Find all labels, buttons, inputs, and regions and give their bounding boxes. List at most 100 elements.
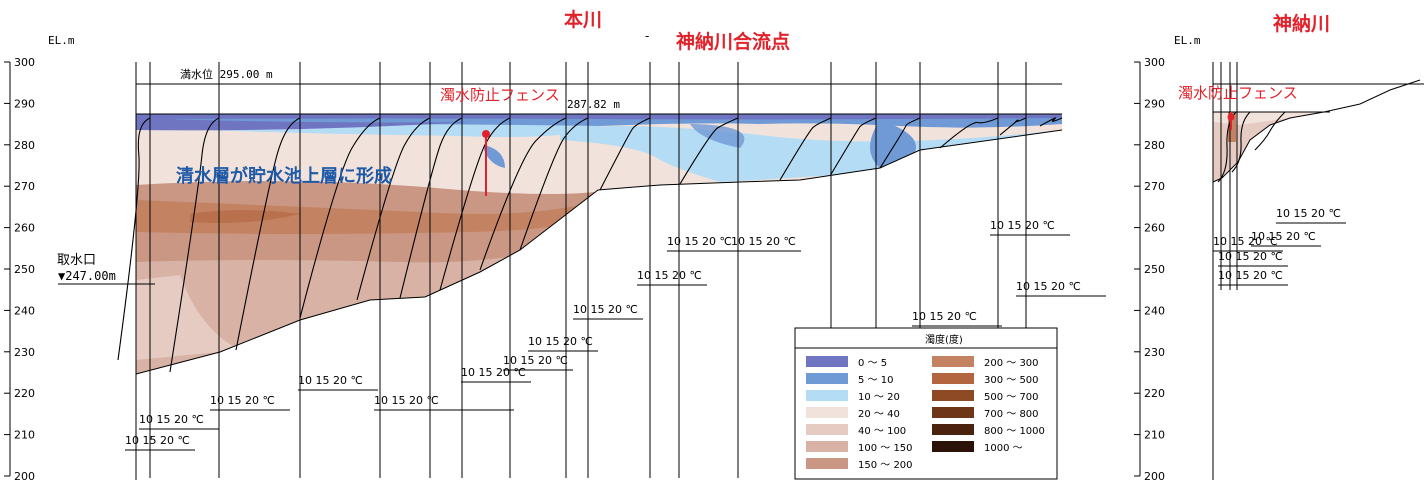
legend-item-label: 200 ～ 300 [984,358,1039,369]
temperature-scale-label: 10 15 20 ℃ [461,366,526,379]
legend-item-label: 1000 ～ [984,443,1023,454]
riverbed-profile [135,129,1063,375]
legend-swatch [806,424,848,435]
el-unit-label: EL.m [48,34,75,47]
temperature-profile-curve [439,117,511,291]
legend-item-label: 500 ～ 700 [984,392,1039,403]
temperature-scale-label: 10 15 20 ℃ [125,434,190,447]
legend-swatch [932,441,974,452]
temperature-profile-curve [1039,117,1063,127]
legend-item-label: 0 ～ 5 [858,358,887,369]
legend-item-label: 800 ～ 1000 [984,426,1045,437]
y-axis-ticks: 300 290 280 270 260 250 240 230 220 210 200 [4,56,35,483]
temperature-scale-label: 10 15 20 ℃ [210,394,275,407]
y-axis-tick-label: 300 [14,56,35,69]
legend-swatch [806,407,848,418]
legend-item-label: 10 ～ 20 [858,392,900,403]
temperature-profile-curve [999,117,1027,136]
turbidity-legend: 濁度(度) 0 ～ 5 5 ～ 10 10 ～ 20 20 ～ 40 40 ～ 100 1… [794,327,1058,480]
temperature-scale-label: 10 15 20 ℃ [912,310,977,323]
title-dash: - [645,29,649,43]
side-turbidity-fence-label: 濁水防止フェンス [1178,84,1298,102]
side-temperature-profile-curve [1254,111,1286,151]
temperature-profile-curve [117,117,151,361]
side-y-axis-tick-label: 230 [1144,346,1165,359]
legend-box [794,327,1058,480]
temperature-profile-curve [679,117,739,185]
legend-swatch [806,356,848,367]
turbidity-fence-label: 濁水防止フェンス [440,86,560,104]
temperature-scale-label: 10 15 20 ℃ [731,235,796,248]
temperature-scale-label: 10 15 20 ℃ [1218,250,1283,263]
side-y-axis-tick-label: 210 [1144,429,1165,442]
legend-swatch [806,373,848,384]
y-axis-tick-label: 280 [14,139,35,152]
side-y-axis-tick-label: 270 [1144,180,1165,193]
legend-title: 濁度(度) [925,333,963,346]
temperature-scale-label: 10 15 20 ℃ [637,269,702,282]
legend-item-label: 40 ～ 100 [858,426,906,437]
intake-level-label: ▼247.00m [58,269,116,283]
clear-layer-annotation: 清水層が貯水池上層に形成 [176,165,392,187]
temperature-scale-label: 10 15 20 ℃ [298,374,363,387]
side-y-axis-tick-label: 260 [1144,222,1165,235]
y-axis-tick-label: 240 [14,304,35,317]
legend-swatch [932,424,974,435]
legend-swatch [932,373,974,384]
legend-items: 0 ～ 5 5 ～ 10 10 ～ 20 20 ～ 40 40 ～ 100 100 ～ 1… [806,356,1045,471]
title-confluence: 神納川合流点 [676,30,790,53]
side-y-axis-tick-label: 240 [1144,304,1165,317]
legend-swatch [806,441,848,452]
y-axis-tick-label: 250 [14,263,35,276]
side-y-axis-tick-label: 280 [1144,139,1165,152]
legend-item-label: 5 ～ 10 [858,375,893,386]
current-water-level-label: 287.82 m [567,98,620,111]
legend-item-label: 100 ～ 150 [858,443,913,454]
side-y-axis-tick-label: 250 [1144,263,1165,276]
temperature-profile-curve [879,117,921,169]
turbidity-fence-marker [482,130,490,138]
side-el-unit-label: EL.m [1174,34,1201,47]
legend-swatch [806,390,848,401]
temperature-profile-curve [356,117,431,301]
side-y-axis-tick-label: 220 [1144,387,1165,400]
temperature-scale-label: 10 15 20 ℃ [503,354,568,367]
temperature-profile-curve [235,117,301,351]
y-axis-tick-label: 230 [14,346,35,359]
temperature-profile-curve [779,117,832,181]
legend-swatch [806,458,848,469]
intake-label: 取水口 [57,253,96,268]
side-y-axis-tick-label: 200 [1144,470,1165,482]
legend-item-label: 20 ～ 40 [858,409,900,420]
title-honsen: 本川 [564,8,602,31]
side-section: 300 290 280 270 260 250 240 230 220 210 200 EL.m 濁… [1134,12,1424,483]
temperature-scale-label: 10 15 20 ℃ [139,413,204,426]
legend-item-label: 700 ～ 800 [984,409,1039,420]
temperature-scale-label: 10 15 20 ℃ [1251,230,1316,243]
temperature-profile-curve [479,117,567,271]
temperature-scale-label: 10 15 20 ℃ [573,303,638,316]
legend-item-label: 300 ～ 500 [984,375,1039,386]
side-y-axis-tick-label: 290 [1144,97,1165,110]
temperature-scale-label: 10 15 20 ℃ [1276,207,1341,220]
temperature-profiles [117,117,1063,373]
temperature-profile-curve [519,117,589,251]
temperature-scale-label: 10 15 20 ℃ [1218,269,1283,282]
y-axis-tick-label: 220 [14,387,35,400]
temperature-scale-label: 10 15 20 ℃ [374,394,439,407]
y-axis-tick-label: 200 [14,470,35,482]
temperature-scale-label: 10 15 20 ℃ [1213,235,1278,248]
temperature-scale-label: 10 15 20 ℃ [1016,280,1081,293]
legend-item-label: 150 ～ 200 [858,460,913,471]
side-temperature-profile-curve [1231,111,1251,173]
temperature-scale-label: 10 15 20 ℃ [667,235,732,248]
legend-swatch [932,356,974,367]
legend-swatch [932,407,974,418]
temperature-scale-label: 10 15 20 ℃ [528,335,593,348]
y-axis-tick-label: 210 [14,429,35,442]
temperature-profile-curve [399,117,463,299]
temperature-profile-curve [299,117,381,319]
side-y-axis-ticks: 300 290 280 270 260 250 240 230 220 210 200 [1134,56,1165,483]
